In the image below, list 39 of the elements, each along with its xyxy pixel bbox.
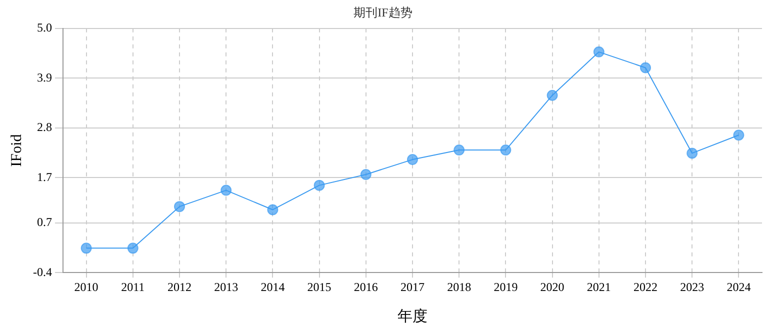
x-tick-label: 2024	[726, 280, 751, 294]
point	[686, 148, 698, 159]
x-tick-label: 2013	[214, 280, 238, 294]
y-tick-label: -0.4	[32, 264, 52, 279]
point	[174, 201, 185, 212]
x-tick-label: 2022	[634, 280, 658, 294]
point	[546, 90, 558, 101]
point	[80, 242, 92, 254]
x-tick-label: 2020	[540, 280, 564, 294]
chart-title: 期刊IF趋势	[354, 5, 412, 20]
y-tick-label: 2.8	[36, 120, 52, 134]
x-tick-label: 2023	[680, 280, 704, 294]
y-tick-label: 3.9	[36, 70, 52, 84]
x-tick-label: 2011	[121, 280, 145, 294]
x-tick-label: 2014	[260, 280, 285, 294]
point	[314, 180, 325, 191]
y-axis-title: IFoid	[8, 134, 25, 167]
point	[454, 144, 465, 156]
point	[220, 184, 232, 196]
y-tick-label: 5.0	[36, 20, 52, 35]
point	[360, 168, 372, 180]
point	[640, 62, 651, 74]
x-tick-label: 2010	[74, 280, 98, 294]
x-tick-label: 2021	[586, 280, 611, 294]
x-axis-title: 年度	[398, 308, 428, 325]
point	[593, 46, 604, 58]
point	[127, 242, 138, 254]
x-tick-label: 2017	[400, 280, 424, 294]
y-tick-label: 1.7	[36, 170, 52, 184]
point	[733, 130, 744, 141]
x-tick-label: 2018	[447, 280, 472, 294]
point	[500, 144, 512, 156]
x-tick-label: 2019	[494, 280, 518, 294]
x-tick-label: 2015	[307, 280, 332, 294]
point	[267, 204, 278, 216]
x-tick-label: 2012	[167, 280, 192, 294]
point	[407, 154, 418, 166]
y-tick-label: 0.7	[36, 215, 52, 230]
x-tick-label: 2016	[354, 280, 378, 294]
